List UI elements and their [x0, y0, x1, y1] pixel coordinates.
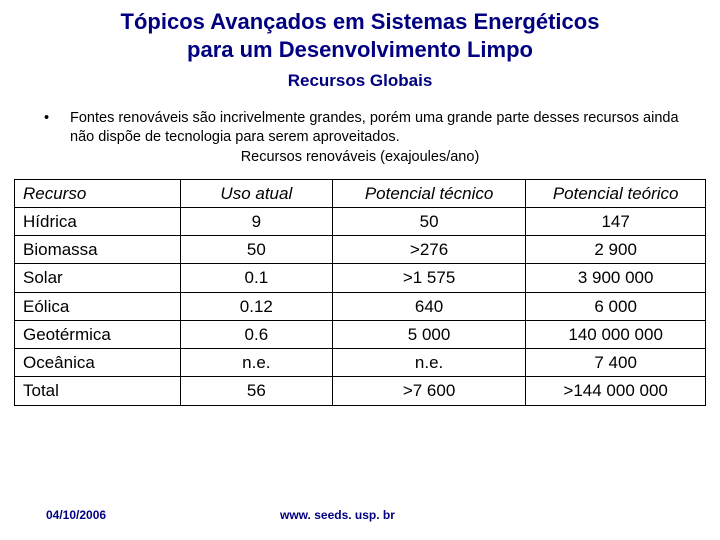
- row-value-cell: 9: [180, 207, 332, 235]
- row-value-cell: 50: [332, 207, 525, 235]
- row-value-cell: 640: [332, 292, 525, 320]
- row-value-cell: 0.6: [180, 320, 332, 348]
- footer: 04/10/2006 www. seeds. usp. br: [0, 508, 720, 522]
- col-header-tecnico: Potencial técnico: [332, 179, 525, 207]
- bullet-text: Fontes renováveis são incrivelmente gran…: [70, 109, 680, 147]
- table-row: Oceânican.e.n.e.7 400: [15, 349, 706, 377]
- footer-url: www. seeds. usp. br: [240, 508, 720, 522]
- table-row: Geotérmica0.65 000140 000 000: [15, 320, 706, 348]
- table-row: Hídrica950147: [15, 207, 706, 235]
- table-header-row: Recurso Uso atual Potencial técnico Pote…: [15, 179, 706, 207]
- row-value-cell: 147: [526, 207, 706, 235]
- table-row: Eólica0.126406 000: [15, 292, 706, 320]
- row-value-cell: 50: [180, 236, 332, 264]
- row-name-cell: Oceânica: [15, 349, 181, 377]
- row-name-cell: Hídrica: [15, 207, 181, 235]
- row-value-cell: 56: [180, 377, 332, 405]
- row-value-cell: 0.1: [180, 264, 332, 292]
- row-value-cell: >144 000 000: [526, 377, 706, 405]
- col-header-teorico: Potencial teórico: [526, 179, 706, 207]
- row-value-cell: 5 000: [332, 320, 525, 348]
- table-row: Total56>7 600>144 000 000: [15, 377, 706, 405]
- table-row: Biomassa50>2762 900: [15, 236, 706, 264]
- row-name-cell: Total: [15, 377, 181, 405]
- table-wrap: Recurso Uso atual Potencial técnico Pote…: [0, 165, 720, 406]
- subtitle: Recursos Globais: [40, 71, 680, 91]
- row-value-cell: 2 900: [526, 236, 706, 264]
- row-name-cell: Geotérmica: [15, 320, 181, 348]
- resources-table: Recurso Uso atual Potencial técnico Pote…: [14, 179, 706, 406]
- bullet-block: • Fontes renováveis são incrivelmente gr…: [0, 91, 720, 147]
- row-value-cell: n.e.: [332, 349, 525, 377]
- row-value-cell: 140 000 000: [526, 320, 706, 348]
- table-caption: Recursos renováveis (exajoules/ano): [0, 149, 720, 165]
- row-value-cell: 6 000: [526, 292, 706, 320]
- row-name-cell: Solar: [15, 264, 181, 292]
- title-line-2: para um Desenvolvimento Limpo: [40, 36, 680, 64]
- col-header-uso: Uso atual: [180, 179, 332, 207]
- row-value-cell: >1 575: [332, 264, 525, 292]
- row-name-cell: Biomassa: [15, 236, 181, 264]
- row-value-cell: 3 900 000: [526, 264, 706, 292]
- title-block: Tópicos Avançados em Sistemas Energético…: [0, 0, 720, 91]
- row-name-cell: Eólica: [15, 292, 181, 320]
- bullet-marker: •: [44, 109, 70, 147]
- row-value-cell: >276: [332, 236, 525, 264]
- col-header-recurso: Recurso: [15, 179, 181, 207]
- footer-date: 04/10/2006: [0, 508, 240, 522]
- row-value-cell: 0.12: [180, 292, 332, 320]
- row-value-cell: >7 600: [332, 377, 525, 405]
- row-value-cell: n.e.: [180, 349, 332, 377]
- row-value-cell: 7 400: [526, 349, 706, 377]
- title-line-1: Tópicos Avançados em Sistemas Energético…: [40, 8, 680, 36]
- table-row: Solar0.1>1 5753 900 000: [15, 264, 706, 292]
